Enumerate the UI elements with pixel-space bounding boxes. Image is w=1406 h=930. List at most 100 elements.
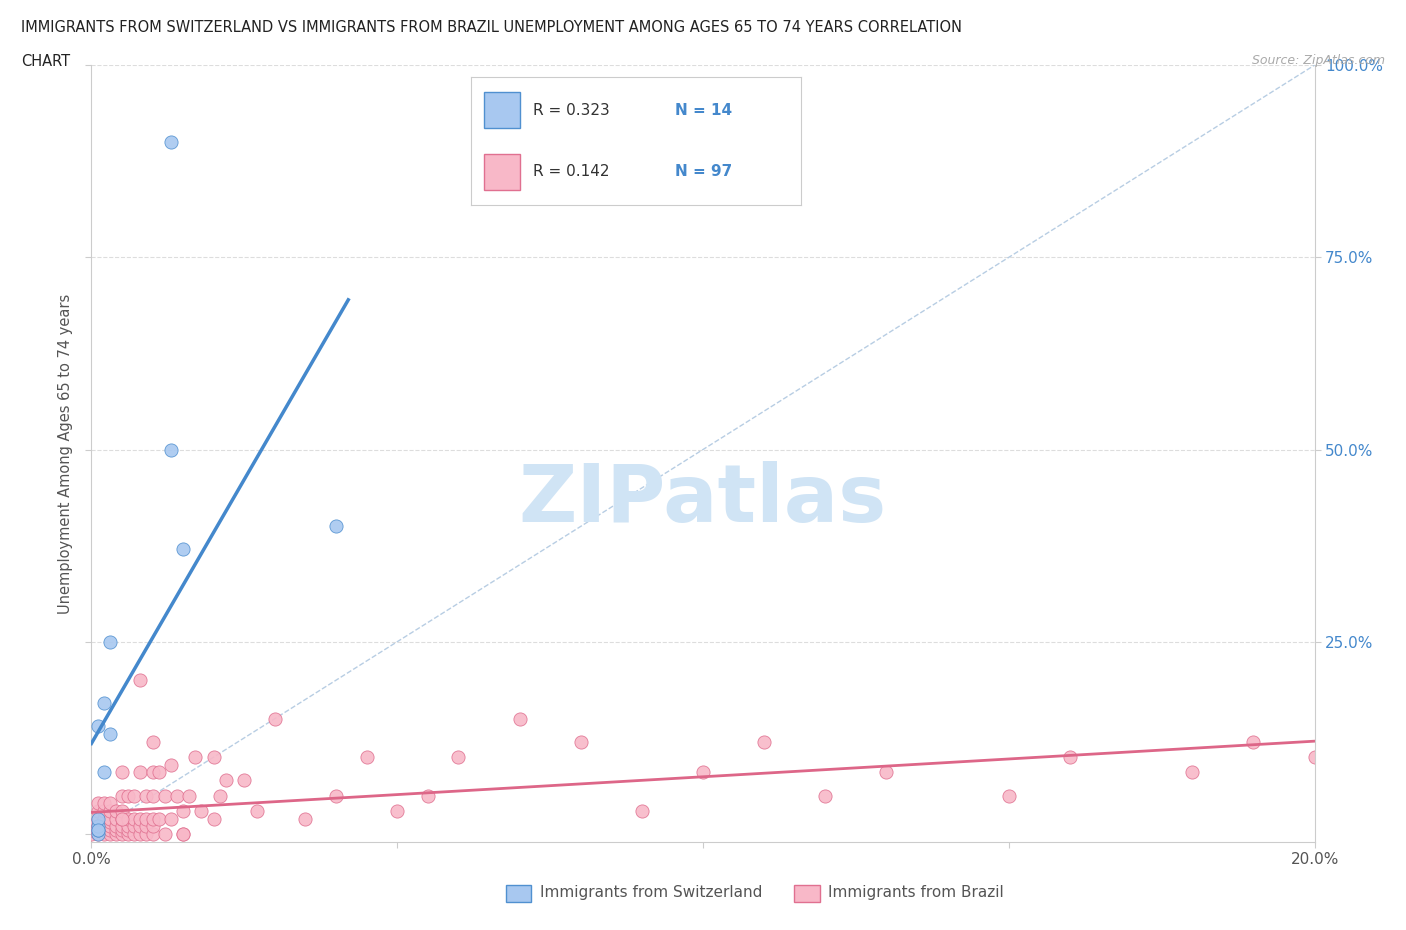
Point xyxy=(141,811,163,826)
Point xyxy=(93,811,115,826)
Point xyxy=(111,811,134,826)
Point xyxy=(129,811,152,826)
Point xyxy=(86,823,108,838)
Point xyxy=(86,827,108,842)
Point xyxy=(160,757,183,772)
Point xyxy=(998,788,1021,803)
Point xyxy=(98,726,121,741)
Point xyxy=(754,735,776,750)
Point xyxy=(86,796,108,811)
Point xyxy=(86,827,108,842)
Point xyxy=(93,804,115,818)
Point xyxy=(117,818,139,833)
Point xyxy=(184,750,207,764)
Point xyxy=(509,711,531,726)
Point xyxy=(86,818,108,833)
Point xyxy=(692,765,714,780)
Point xyxy=(98,818,121,833)
Point xyxy=(122,827,145,842)
Point xyxy=(141,818,163,833)
Point xyxy=(129,827,152,842)
Point xyxy=(190,804,212,818)
Point xyxy=(93,823,115,838)
Point xyxy=(1181,765,1204,780)
Point xyxy=(416,788,439,803)
Point xyxy=(86,818,108,833)
Point xyxy=(117,823,139,838)
Point xyxy=(86,719,108,734)
Point xyxy=(104,818,127,833)
Point xyxy=(86,811,108,826)
Point xyxy=(111,788,134,803)
Text: Immigrants from Switzerland: Immigrants from Switzerland xyxy=(540,885,762,900)
Point xyxy=(814,788,837,803)
Text: CHART: CHART xyxy=(21,54,70,69)
Point xyxy=(160,135,183,150)
Point xyxy=(80,827,103,842)
Point xyxy=(117,827,139,842)
Point xyxy=(1059,750,1081,764)
Point xyxy=(172,542,194,557)
Point xyxy=(294,811,316,826)
Point xyxy=(111,823,134,838)
Point xyxy=(141,735,163,750)
Point xyxy=(93,796,115,811)
Point xyxy=(98,811,121,826)
Text: Immigrants from Brazil: Immigrants from Brazil xyxy=(828,885,1004,900)
Point xyxy=(111,765,134,780)
Point xyxy=(111,827,134,842)
Point xyxy=(148,765,170,780)
Point xyxy=(86,804,108,818)
Point xyxy=(98,804,121,818)
Point xyxy=(264,711,287,726)
Point xyxy=(356,750,378,764)
Point xyxy=(1243,735,1265,750)
Point xyxy=(86,823,108,838)
Point xyxy=(117,811,139,826)
Point xyxy=(98,815,121,830)
Point xyxy=(86,823,108,838)
Point xyxy=(141,827,163,842)
Point xyxy=(122,818,145,833)
Point xyxy=(245,804,267,818)
Point xyxy=(86,811,108,826)
Point xyxy=(111,818,134,833)
Point xyxy=(104,811,127,826)
Point xyxy=(104,804,127,818)
Point xyxy=(80,818,103,833)
Point xyxy=(93,765,115,780)
Point xyxy=(447,750,470,764)
Point xyxy=(129,818,152,833)
Point xyxy=(325,519,347,534)
Point xyxy=(129,765,152,780)
Point xyxy=(179,788,201,803)
Point xyxy=(86,818,108,833)
Point xyxy=(631,804,654,818)
Point xyxy=(122,788,145,803)
Point xyxy=(104,823,127,838)
Point xyxy=(153,827,176,842)
Point xyxy=(215,773,238,788)
Point xyxy=(117,788,139,803)
Y-axis label: Unemployment Among Ages 65 to 74 years: Unemployment Among Ages 65 to 74 years xyxy=(58,293,73,614)
Point xyxy=(1303,750,1326,764)
Point xyxy=(122,811,145,826)
Point xyxy=(98,827,121,842)
Point xyxy=(135,811,157,826)
Point xyxy=(233,773,256,788)
Point xyxy=(325,788,347,803)
Point xyxy=(98,823,121,838)
Point xyxy=(153,788,176,803)
Point xyxy=(135,818,157,833)
Point xyxy=(172,827,194,842)
Point xyxy=(93,827,115,842)
Point xyxy=(172,827,194,842)
Point xyxy=(98,634,121,649)
Point xyxy=(202,750,225,764)
Text: Source: ZipAtlas.com: Source: ZipAtlas.com xyxy=(1251,54,1385,67)
Point xyxy=(93,696,115,711)
Point xyxy=(141,788,163,803)
Point xyxy=(208,788,231,803)
Point xyxy=(80,823,103,838)
Point xyxy=(93,818,115,833)
